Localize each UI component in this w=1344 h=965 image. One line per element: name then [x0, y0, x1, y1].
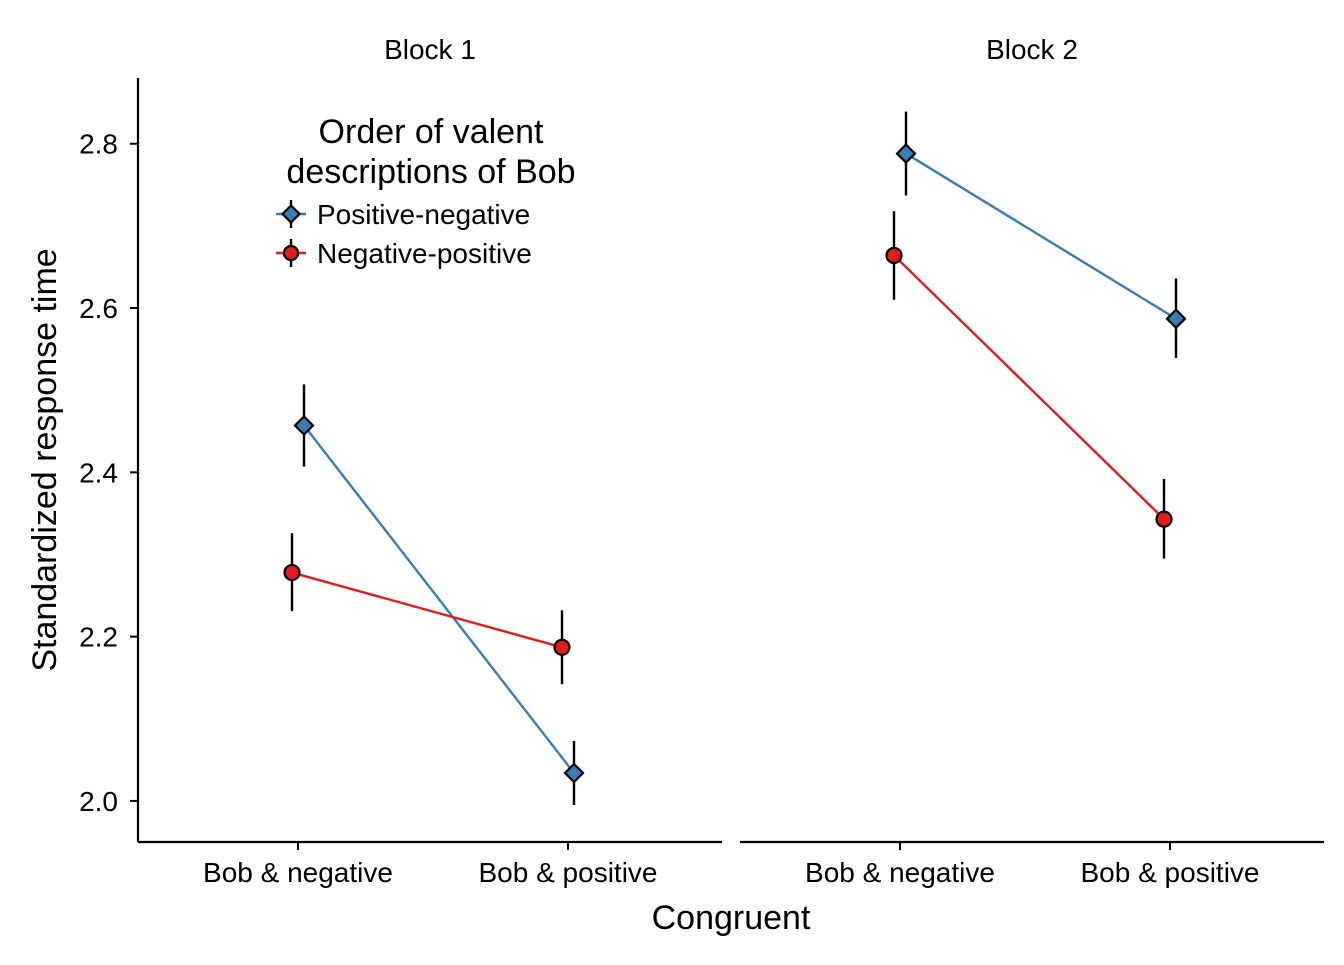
x-axis-title: Congruent — [652, 899, 811, 937]
data-point-circle — [885, 246, 903, 265]
data-point-diamond — [563, 762, 585, 784]
panel-title: Block 1 — [384, 34, 476, 65]
y-tick-label: 2.6 — [79, 293, 118, 324]
panel-title: Block 2 — [986, 34, 1078, 65]
data-point-circle — [283, 563, 301, 582]
y-tick-label: 2.4 — [79, 457, 118, 488]
data-point-diamond — [1165, 308, 1187, 330]
x-tick-label: Bob & negative — [805, 857, 995, 888]
y-tick-label: 2.0 — [79, 786, 118, 817]
x-tick-label: Bob & positive — [1081, 857, 1260, 888]
series-line — [303, 424, 575, 774]
legend-label: Negative-positive — [317, 238, 532, 269]
data-point-diamond — [895, 143, 917, 165]
legend-key-diamond — [280, 203, 302, 225]
y-axis-title: Standardized response time — [26, 248, 64, 671]
data-point-circle — [553, 638, 571, 656]
y-tick-label: 2.8 — [79, 129, 118, 160]
y-tick-label: 2.2 — [79, 622, 118, 653]
data-point-diamond — [293, 414, 315, 437]
legend-title: descriptions of Bob — [286, 153, 575, 191]
series-line — [905, 152, 1177, 320]
legend-key-circle — [282, 244, 300, 262]
legend-label: Positive-negative — [317, 199, 530, 230]
data-point-circle — [1155, 510, 1173, 528]
series-line — [291, 571, 563, 649]
x-tick-label: Bob & positive — [479, 857, 658, 888]
legend-title: Order of valent — [319, 113, 544, 151]
series-line — [893, 254, 1165, 521]
x-tick-label: Bob & negative — [203, 857, 393, 888]
